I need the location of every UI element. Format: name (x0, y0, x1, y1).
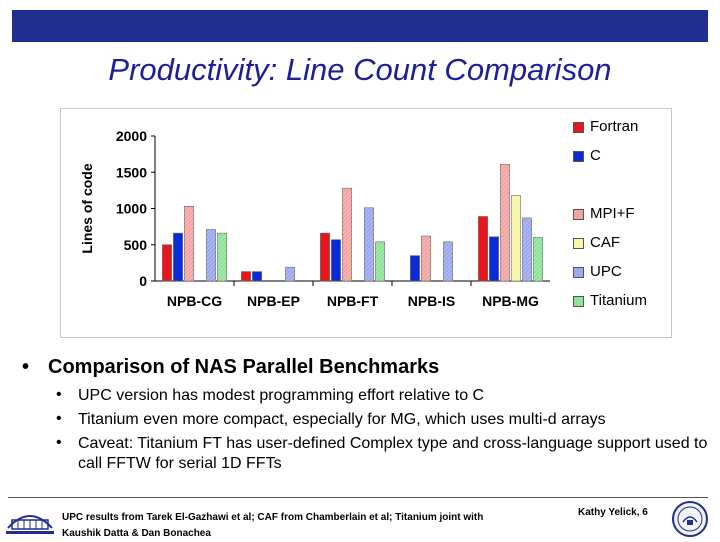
bar-hatch (364, 207, 374, 281)
bar-hatch (522, 217, 532, 281)
legend-label: MPI+F (590, 205, 635, 222)
y-tick-label: 2000 (116, 128, 147, 144)
bar-c (252, 271, 262, 282)
sub-bullet-text: Titanium even more compact, especially f… (78, 411, 606, 428)
sub-bullet-text: UPC version has modest programming effor… (78, 387, 485, 404)
y-tick-label: 0 (139, 273, 147, 289)
x-tick-label: NPB-CG (167, 293, 222, 309)
bar-hatch (533, 237, 543, 281)
y-tick-label: 1500 (116, 164, 147, 180)
sub-bullet-text: Caveat: Titanium FT has user-defined Com… (78, 435, 708, 472)
x-tick-label: NPB-IS (408, 293, 455, 309)
berkeley-lab-logo (6, 515, 54, 534)
bullet-dot: • (56, 434, 62, 451)
legend-swatch (573, 238, 584, 249)
bar-hatch (511, 195, 521, 281)
bar-hatch (500, 164, 510, 281)
bullet-dot: • (56, 386, 62, 403)
bar-c (489, 236, 499, 282)
y-tick-label: 1000 (116, 201, 147, 217)
footer-divider (8, 497, 708, 498)
bar-chart: 0 500 1000 1500 2000 Lines of code NPB-CG NPB-E… (79, 128, 550, 309)
bar-c (331, 239, 341, 282)
bar-hatch (217, 233, 227, 281)
bar-hatch (421, 236, 431, 281)
top-bar (12, 10, 708, 42)
bar-hatch (206, 229, 216, 281)
legend-swatch (573, 296, 584, 307)
x-tick-label: NPB-MG (482, 293, 539, 309)
legend-swatch (573, 267, 584, 278)
uc-seal-logo (672, 501, 708, 537)
y-tick-label: 500 (124, 237, 148, 253)
legend-swatch (573, 122, 584, 133)
bar-fortran (478, 216, 488, 282)
legend-label: Titanium (590, 292, 647, 309)
footer-author: Kathy Yelick, 6 (578, 507, 648, 518)
bar-fortran (241, 271, 251, 282)
bar-fortran (320, 232, 330, 282)
bar-hatch (443, 241, 453, 281)
legend-label: Fortran (590, 118, 639, 135)
bar-c (173, 232, 183, 282)
main-bullet-text: Comparison of NAS Parallel Benchmarks (48, 356, 440, 378)
bar-hatch (184, 206, 194, 281)
bullet-dot: • (56, 410, 62, 427)
bar-c (410, 255, 420, 282)
legend-label: CAF (590, 234, 620, 251)
bar-fortran (162, 244, 172, 282)
bar-hatch (342, 188, 352, 281)
legend-swatch (573, 151, 584, 162)
x-tick-label: NPB-EP (247, 293, 300, 309)
legend-swatch (573, 209, 584, 220)
slide-title: Productivity: Line Count Comparison (108, 52, 612, 87)
bar-hatch (375, 241, 385, 281)
legend-label: UPC (590, 263, 622, 280)
y-axis-label: Lines of code (79, 163, 95, 253)
bar-hatch (285, 267, 295, 281)
x-tick-label: NPB-FT (327, 293, 379, 309)
footer-note: UPC results from Tarek El-Gazhawi et al;… (62, 512, 484, 539)
bullet-dot: • (22, 356, 30, 378)
legend-label: C (590, 147, 601, 164)
